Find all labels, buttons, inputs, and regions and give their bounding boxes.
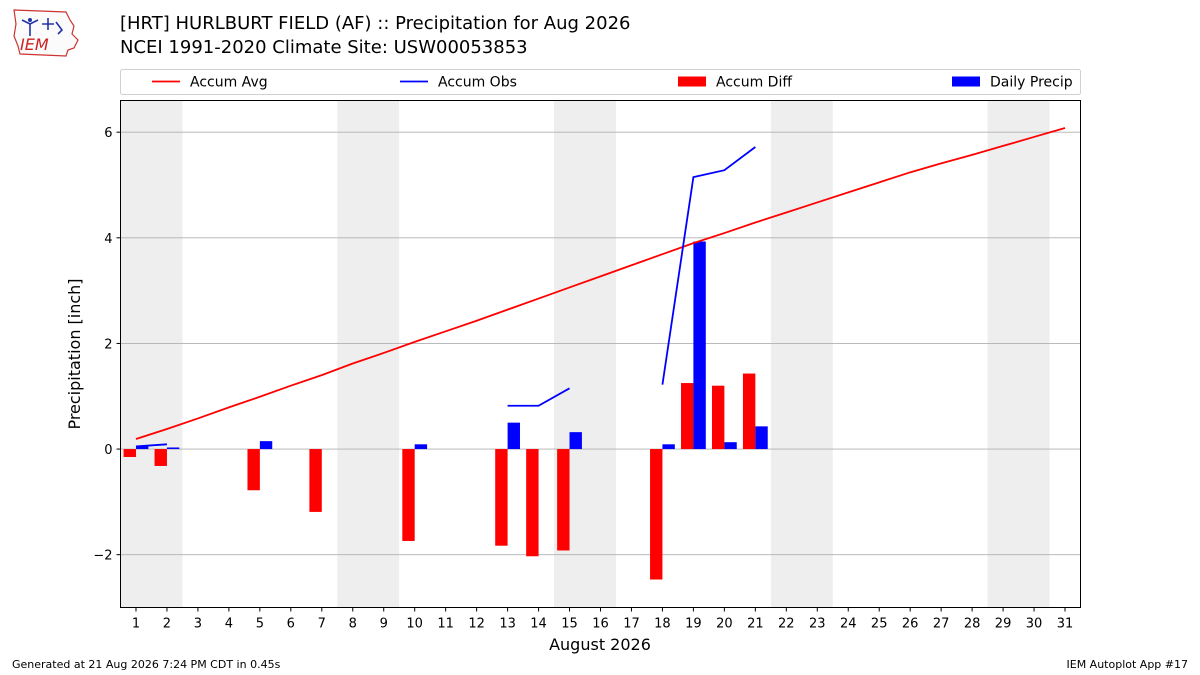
x-tick-label: 7 [318,617,326,632]
x-tick-label: 3 [194,617,202,632]
legend-bar-swatch [952,76,980,87]
daily-precip-bar [414,444,428,450]
x-tick-label: 8 [349,617,357,632]
legend-bar-swatch [678,76,706,87]
legend-label: Accum Avg [190,75,268,91]
y-tick-label: 0 [104,443,112,458]
accum-diff-bar [309,449,322,512]
x-tick-label: 25 [871,617,888,632]
gridlines [120,131,1081,556]
accum-diff-bar [742,373,756,450]
x-tick-label: 1 [132,617,140,632]
x-tick-label: 23 [809,617,826,632]
logo-text: IEM [20,35,49,54]
daily-precip-bar [135,446,149,450]
accum-diff-bar [123,449,136,457]
x-tick-label: 21 [747,617,764,632]
x-tick-label: 19 [685,617,702,632]
daily-precip-bar [693,241,706,450]
accum-diff-bar [526,449,539,557]
x-tick-label: 26 [902,617,919,632]
x-tick-label: 10 [406,617,423,632]
x-tick-label: 5 [256,617,264,632]
bars [123,241,768,580]
lines [135,127,1066,448]
x-tick-label: 9 [380,617,388,632]
x-tick-label: 2 [163,617,171,632]
app-label: IEM Autoplot App #17 [1066,658,1189,671]
x-tick-label: 6 [287,617,295,632]
accum-obs-line [661,146,756,385]
x-tick-label: 12 [468,617,485,632]
accum-avg-line [135,127,1066,440]
weather-station-icon [21,18,64,36]
x-tick-label: 18 [654,617,671,632]
y-axis-label: Precipitation [inch] [65,278,84,429]
accum-diff-bar [154,449,167,466]
x-tick-label: 4 [225,617,233,632]
accum-obs-line [507,387,570,407]
x-tick-label: 20 [716,617,733,632]
x-tick-label: 17 [623,617,640,632]
weekend-band [987,100,1050,608]
x-tick-label: 27 [933,617,950,632]
x-axis: 1 2 3 4 5 6 7 8 9 10 11 12 13 14 15 16 17 18 19 20 21 22 23 24 2… [132,607,1074,632]
generated-timestamp: Generated at 21 Aug 2026 7:24 PM CDT in … [12,658,281,671]
daily-precip-bar [507,422,520,450]
accum-diff-bar [247,449,260,491]
daily-precip-bar [259,441,273,450]
chart-title: [HRT] HURLBURT FIELD (AF) :: Precipitati… [120,13,631,34]
x-tick-label: 11 [437,617,454,632]
weekend-band [120,100,183,608]
weekend-band [770,100,833,608]
weekend-band [337,100,400,608]
legend: Accum Avg Accum Obs Accum Diff Daily Precip [120,69,1081,95]
y-tick-label: 6 [104,126,112,141]
legend-label: Accum Diff [716,75,792,91]
x-tick-label: 24 [840,617,857,632]
x-tick-label: 31 [1057,617,1074,632]
accum-diff-bar [650,449,663,580]
daily-precip-bar [662,444,675,450]
legend-label: Accum Obs [438,75,517,91]
station-dot [28,18,32,22]
accum-diff-bar [681,383,694,450]
iem-logo: IEM [13,9,79,57]
x-tick-label: 22 [778,617,795,632]
chart-subtitle: NCEI 1991-2020 Climate Site: USW00053853 [120,37,528,58]
legend-label: Daily Precip [990,75,1073,91]
daily-precip-bar [166,447,180,450]
accum-obs-line [135,443,168,448]
x-tick-label: 16 [592,617,609,632]
x-tick-label: 29 [995,617,1012,632]
x-axis-label: August 2026 [549,635,651,654]
y-tick-label: 4 [104,232,112,247]
accum-diff-bar [402,449,415,541]
x-tick-label: 28 [964,617,981,632]
y-tick-label: 2 [104,337,112,352]
accum-diff-bar [495,449,508,546]
x-tick-label: 14 [530,617,547,632]
accum-diff-bar [557,449,570,551]
x-tick-label: 13 [499,617,516,632]
y-tick-label: −2 [93,549,112,564]
legend-box [120,69,1081,95]
daily-precip-bar [755,426,768,450]
weekend-bands [120,100,1050,608]
x-tick-label: 15 [561,617,578,632]
daily-precip-bar [724,442,737,450]
y-axis: −2 0 2 4 6 [93,126,121,564]
daily-precip-bar [569,432,582,450]
accum-diff-bar [711,385,725,450]
x-tick-label: 30 [1026,617,1043,632]
